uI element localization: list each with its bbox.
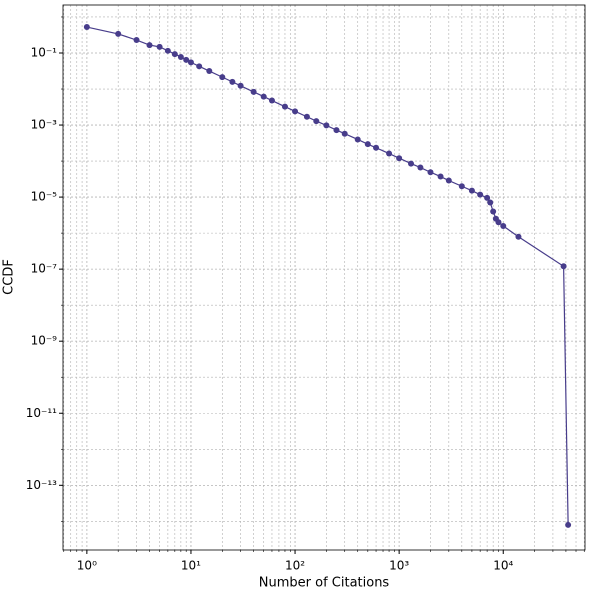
- point: [468, 187, 475, 194]
- point: [373, 144, 380, 151]
- point: [83, 24, 90, 31]
- point: [313, 118, 320, 125]
- point: [164, 47, 171, 54]
- point: [565, 521, 572, 528]
- point: [303, 113, 310, 120]
- x-tick-label: 10³: [389, 559, 409, 573]
- y-tick-label: 10⁻¹: [31, 46, 58, 60]
- point: [292, 108, 299, 115]
- x-axis-title: Number of Citations: [259, 576, 390, 591]
- plot-frame: [62, 4, 586, 551]
- point: [427, 169, 434, 176]
- point: [458, 183, 465, 190]
- x-tick-label: 10⁰: [77, 559, 97, 573]
- y-tick-label: 10⁻¹³: [26, 478, 57, 492]
- point: [183, 56, 190, 63]
- point: [386, 150, 393, 157]
- y-tick-label: 10⁻⁵: [31, 190, 58, 204]
- x-tick-label: 10⁴: [493, 559, 513, 573]
- point: [487, 199, 494, 206]
- series-line: [86, 26, 569, 525]
- point: [187, 59, 194, 66]
- x-tick-label: 10²: [285, 559, 305, 573]
- point: [115, 30, 122, 37]
- point: [250, 88, 257, 95]
- point: [219, 74, 226, 81]
- point: [281, 103, 288, 110]
- point: [490, 208, 497, 215]
- point: [484, 194, 491, 201]
- y-tick-label: 10⁻⁹: [31, 334, 58, 348]
- point: [333, 127, 340, 134]
- point: [260, 93, 267, 100]
- point: [408, 160, 415, 167]
- point: [177, 53, 184, 60]
- point: [133, 37, 140, 44]
- point: [206, 68, 213, 75]
- x-tick-label: 10¹: [181, 559, 201, 573]
- y-tick-label: 10⁻⁷: [31, 262, 58, 276]
- point: [445, 177, 452, 184]
- point: [156, 43, 163, 50]
- point: [364, 141, 371, 148]
- point: [229, 78, 236, 85]
- point: [171, 51, 178, 58]
- point: [495, 219, 502, 226]
- y-axis-title: CCDF: [2, 259, 17, 295]
- y-tick-label: 10⁻¹¹: [26, 406, 57, 420]
- point: [146, 42, 153, 49]
- point: [560, 263, 567, 270]
- point: [323, 122, 330, 129]
- point: [500, 222, 507, 229]
- point: [354, 136, 361, 143]
- point: [515, 233, 522, 240]
- point: [477, 191, 484, 198]
- point: [196, 63, 203, 70]
- point: [396, 155, 403, 162]
- point: [417, 164, 424, 171]
- point: [341, 130, 348, 137]
- y-tick-label: 10⁻³: [31, 118, 58, 132]
- point: [237, 82, 244, 89]
- point: [437, 173, 444, 180]
- point: [268, 97, 275, 104]
